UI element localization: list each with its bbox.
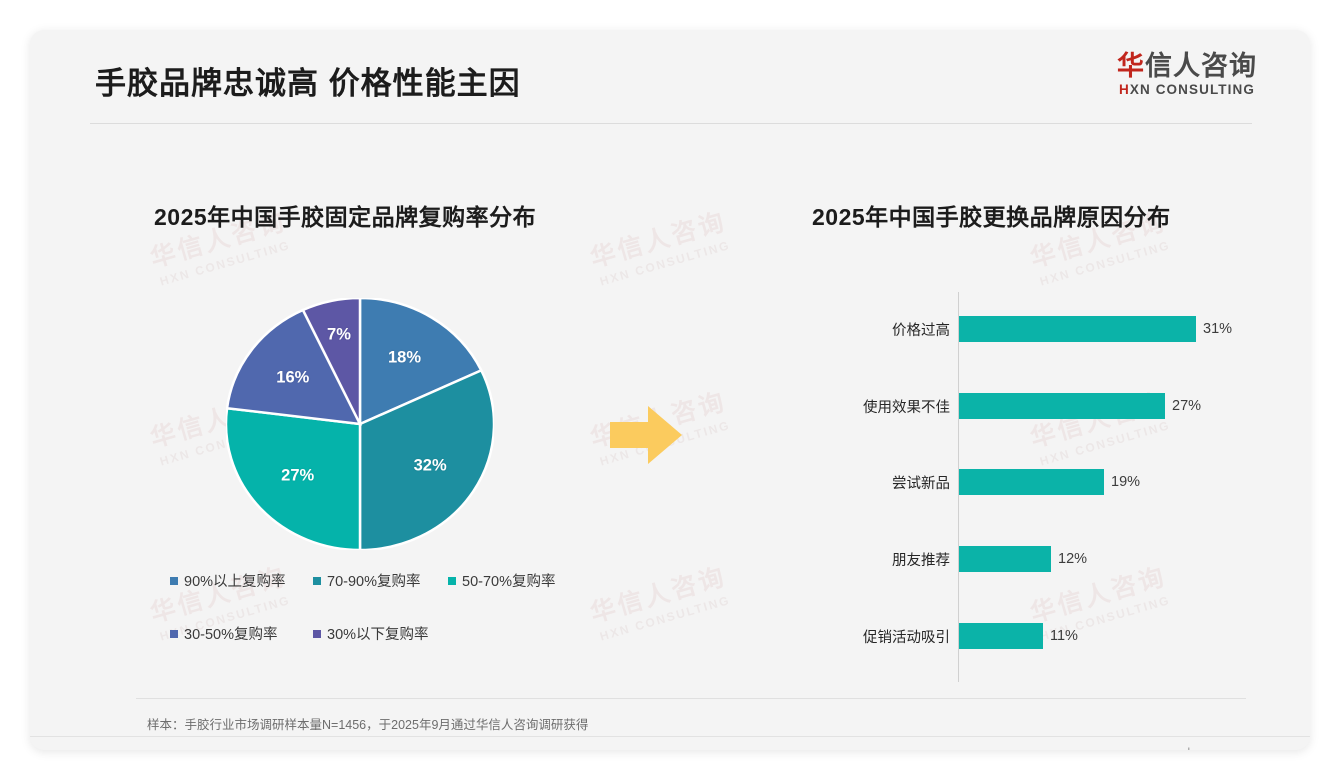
pie-slice-3[interactable]	[226, 308, 363, 426]
logo-chinese: 华信人咨询	[1102, 52, 1272, 80]
watermark-line2: HXN CONSULTING	[1038, 237, 1172, 289]
watermark-line2: HXN CONSULTING	[598, 592, 732, 644]
pie-slice-0[interactable]	[358, 298, 483, 426]
bar-track: 27%	[958, 387, 1260, 425]
legend-item-0[interactable]: 90%以上复购率	[170, 570, 313, 591]
legend-swatch-icon	[448, 576, 456, 585]
right-arrow-icon	[610, 406, 682, 464]
legend-label: 70-90%复购率	[327, 574, 421, 590]
bar-category-label: 使用效果不佳	[863, 399, 950, 416]
bar-value-label: 19%	[1111, 474, 1141, 490]
bar-category-label: 价格过高	[892, 322, 950, 339]
pie-legend: 90%以上复购率 70-90%复购率 50-70%复购率 30-50%复购率 3…	[170, 570, 600, 644]
legend-item-2[interactable]: 50-70%复购率	[448, 570, 555, 591]
bar-track: 12%	[958, 540, 1260, 578]
pie-slice-2[interactable]	[226, 406, 362, 550]
legend-swatch-icon	[170, 576, 178, 585]
pie-slice-label-1: 32%	[413, 456, 447, 475]
bar-track: 11%	[958, 617, 1260, 655]
bar-value-label: 11%	[1050, 628, 1078, 644]
footer-copyright: ©2025.11 HXR华信人咨询	[98, 746, 244, 750]
legend-row: 30-50%复购率 30%以下复购率	[170, 623, 600, 644]
right-chart-title: 2025年中国手胶更换品牌原因分布	[812, 204, 1171, 230]
bar-track: 31%	[958, 310, 1260, 348]
bar-row[interactable]: 使用效果不佳 27%	[820, 387, 1260, 425]
watermark-line2: HXN CONSULTING	[158, 237, 292, 289]
bar-fill	[959, 393, 1165, 419]
pie-chart: 18% 32% 27% 16% 7%	[226, 298, 494, 550]
logo-english-rest: XN CONSULTING	[1129, 82, 1255, 98]
bar-value-label: 31%	[1203, 321, 1233, 337]
bar-fill	[959, 623, 1043, 649]
bar-row[interactable]: 尝试新品 19%	[820, 463, 1260, 501]
bar-row[interactable]: 促销活动吸引 11%	[820, 617, 1260, 655]
bar-fill	[959, 316, 1196, 342]
bar-chart: 价格过高 31% 使用效果不佳 27% 尝试新品 19% 朋友推荐	[820, 292, 1260, 682]
bar-value-label: 27%	[1172, 398, 1202, 414]
pie-slice-4[interactable]	[301, 298, 362, 425]
legend-swatch-icon	[170, 629, 178, 638]
slide-canvas: 手胶品牌忠诚高 价格性能主因 华信人咨询 HXN CONSULTING 华信人咨…	[30, 30, 1310, 750]
bar-category-label: 朋友推荐	[892, 552, 950, 569]
footer-website[interactable]: www.hxrcon.com	[1158, 746, 1252, 750]
legend-label: 50-70%复购率	[462, 574, 556, 590]
legend-item-1[interactable]: 70-90%复购率	[313, 570, 448, 591]
logo-english-accent: H	[1119, 82, 1130, 98]
watermark-line1: 华信人咨询	[587, 562, 730, 628]
watermark-line2: HXN CONSULTING	[598, 237, 732, 289]
watermark: 华信人咨询 HXN CONSULTING	[586, 202, 735, 290]
bar-chart-axis	[958, 292, 959, 682]
header-divider	[90, 123, 1252, 124]
page-title: 手胶品牌忠诚高 价格性能主因	[95, 66, 521, 101]
legend-item-3[interactable]: 30-50%复购率	[170, 623, 313, 644]
bar-row[interactable]: 价格过高 31%	[820, 310, 1260, 348]
watermark: 华信人咨询 HXN CONSULTING	[586, 557, 735, 645]
legend-label: 30%以下复购率	[327, 627, 429, 643]
pie-svg	[226, 298, 494, 550]
source-divider	[136, 698, 1246, 699]
logo-chinese-accent: 华	[1117, 51, 1145, 81]
pie-slice-label-0: 18%	[388, 348, 422, 367]
legend-label: 30-50%复购率	[184, 627, 278, 643]
pie-slice-label-2: 27%	[281, 466, 315, 485]
bar-track: 19%	[958, 463, 1260, 501]
legend-item-4[interactable]: 30%以下复购率	[313, 623, 429, 644]
bar-category-label: 促销活动吸引	[863, 629, 950, 646]
pie-slice-label-4: 7%	[327, 325, 351, 344]
bar-fill	[959, 469, 1104, 495]
slide-header: 手胶品牌忠诚高 价格性能主因 华信人咨询 HXN CONSULTING	[30, 30, 1310, 125]
brand-logo: 华信人咨询 HXN CONSULTING	[1102, 52, 1272, 98]
legend-label: 90%以上复购率	[184, 574, 286, 590]
bar-fill	[959, 546, 1051, 572]
bar-value-label: 12%	[1058, 551, 1088, 567]
legend-swatch-icon	[313, 629, 321, 638]
source-note: 样本：手胶行业市场调研样本量N=1456，于2025年9月通过华信人咨询调研获得	[147, 718, 589, 732]
legend-row: 90%以上复购率 70-90%复购率 50-70%复购率	[170, 570, 600, 591]
bar-row[interactable]: 朋友推荐 12%	[820, 540, 1260, 578]
pie-slice-label-3: 16%	[276, 368, 310, 387]
logo-chinese-rest: 信人咨询	[1145, 51, 1257, 81]
watermark-line1: 华信人咨询	[587, 207, 730, 273]
bar-category-label: 尝试新品	[892, 475, 950, 492]
logo-english: HXN CONSULTING	[1102, 82, 1272, 97]
left-chart-title: 2025年中国手胶固定品牌复购率分布	[154, 204, 537, 230]
legend-swatch-icon	[313, 576, 321, 585]
footer-divider	[30, 736, 1310, 737]
pie-slice-1[interactable]	[358, 368, 494, 550]
